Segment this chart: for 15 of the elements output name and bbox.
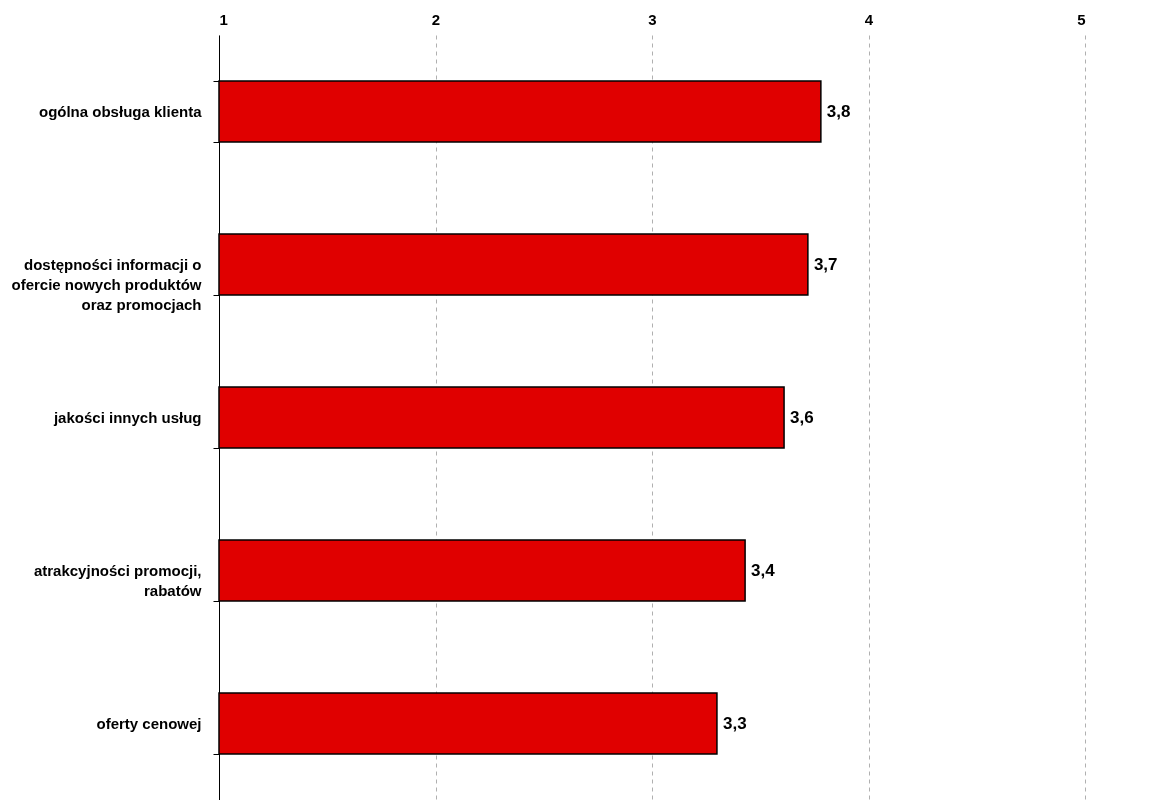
- data-label: 3,4: [751, 560, 776, 580]
- y-tick-label: jakości innych usług: [52, 409, 202, 426]
- x-tick-label: 5: [1077, 10, 1086, 28]
- y-tick-label: ogólna obsługa klienta: [38, 103, 203, 120]
- data-label: 3,3: [722, 713, 747, 733]
- data-label: 3,6: [790, 407, 814, 427]
- x-tick-label: 2: [431, 10, 441, 28]
- y-tick-label: dostępności informacji o ofercie nowych produktów oraz promocjach: [11, 256, 202, 313]
- x-tick-label: 4: [864, 10, 874, 28]
- x-tick-label: 1: [219, 10, 228, 28]
- data-label: 3,8: [826, 101, 851, 121]
- x-tick-label: 3: [648, 10, 657, 28]
- y-tick-label: atrakcyjności promocji, rabatów: [33, 562, 202, 599]
- y-tick-label: oferty cenowej: [96, 715, 202, 732]
- data-label: 3,7: [813, 254, 838, 274]
